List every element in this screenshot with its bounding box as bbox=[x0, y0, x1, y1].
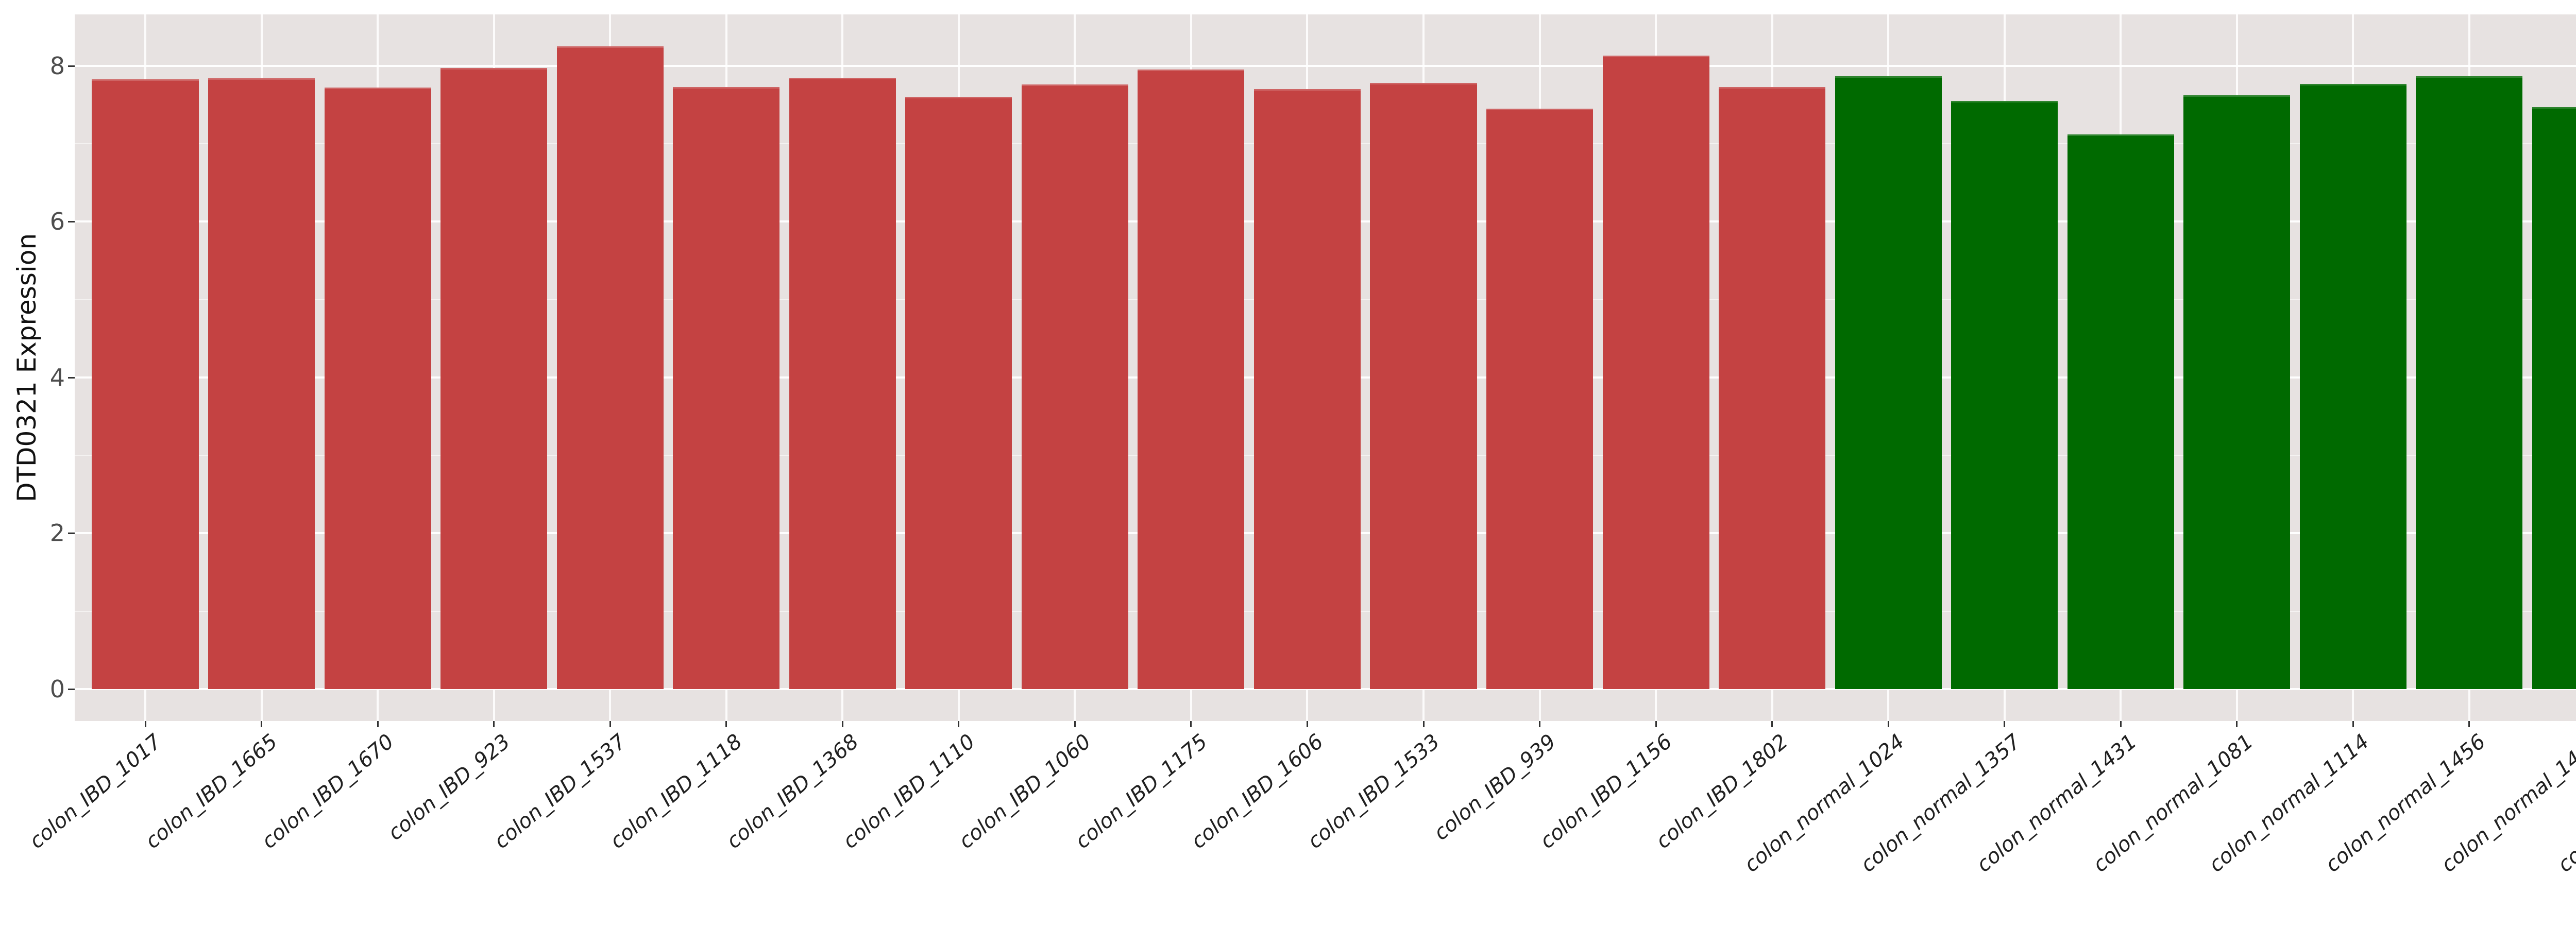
x-tick-mark-colon_IBD_1368 bbox=[841, 721, 843, 727]
y-tick-mark-6 bbox=[68, 221, 75, 223]
bar-colon_normal_1357 bbox=[1951, 100, 2058, 689]
x-tick-mark-colon_normal_1357 bbox=[2004, 721, 2006, 727]
bar-colon_normal_1456 bbox=[2416, 76, 2523, 689]
plot-area bbox=[75, 14, 2576, 721]
bar-colon_IBD_1802 bbox=[1719, 87, 1826, 689]
bar-colon_IBD_1670 bbox=[324, 88, 431, 689]
x-tick-mark-colon_IBD_1670 bbox=[377, 721, 379, 727]
bar-colon_IBD_923 bbox=[440, 68, 548, 689]
bar-colon_normal_1440 bbox=[2532, 107, 2576, 689]
y-tick-mark-0 bbox=[68, 688, 75, 690]
x-tick-mark-colon_IBD_1017 bbox=[144, 721, 146, 727]
bar-colon_IBD_1118 bbox=[673, 87, 780, 689]
x-tick-mark-colon_IBD_1175 bbox=[1190, 721, 1192, 727]
x-tick-label-colon_IBD_939: colon_IBD_939 bbox=[1429, 729, 1561, 845]
y-tick-mark-8 bbox=[68, 65, 75, 67]
bar-colon_IBD_1606 bbox=[1253, 89, 1361, 689]
x-tick-mark-colon_normal_1431 bbox=[2120, 721, 2122, 727]
y-tick-mark-4 bbox=[68, 376, 75, 379]
y-tick-label-8: 8 bbox=[49, 52, 65, 80]
x-tick-mark-colon_IBD_923 bbox=[493, 721, 495, 727]
gridline-major-y0 bbox=[75, 688, 2576, 690]
bar-colon_normal_1431 bbox=[2067, 134, 2174, 689]
x-tick-mark-colon_IBD_1110 bbox=[958, 721, 960, 727]
x-tick-mark-colon_IBD_1156 bbox=[1655, 721, 1657, 727]
x-tick-mark-colon_IBD_1533 bbox=[1422, 721, 1425, 727]
bar-colon_IBD_1110 bbox=[905, 97, 1012, 689]
bar-colon_IBD_1060 bbox=[1021, 84, 1128, 689]
bar-colon_IBD_1368 bbox=[789, 77, 896, 689]
x-tick-label-colon_IBD_923: colon_IBD_923 bbox=[383, 729, 515, 845]
x-tick-mark-colon_IBD_1537 bbox=[609, 721, 611, 727]
y-tick-label-0: 0 bbox=[49, 675, 65, 703]
bar-colon_IBD_1533 bbox=[1370, 83, 1477, 689]
bar-colon_IBD_1175 bbox=[1138, 70, 1245, 689]
x-tick-mark-colon_normal_1456 bbox=[2468, 721, 2470, 727]
x-tick-mark-colon_IBD_939 bbox=[1539, 721, 1541, 727]
x-tick-mark-colon_IBD_1118 bbox=[725, 721, 727, 727]
y-tick-mark-2 bbox=[68, 533, 75, 535]
gridline-major-y8 bbox=[75, 64, 2576, 67]
bar-colon_normal_1114 bbox=[2299, 83, 2406, 689]
y-tick-label-6: 6 bbox=[49, 208, 65, 236]
y-tick-label-2: 2 bbox=[49, 519, 65, 547]
y-tick-label-4: 4 bbox=[49, 363, 65, 391]
bar-colon_IBD_1665 bbox=[208, 78, 315, 689]
x-tick-mark-colon_IBD_1060 bbox=[1074, 721, 1076, 727]
x-tick-mark-colon_IBD_1665 bbox=[261, 721, 263, 727]
x-tick-mark-colon_IBD_1606 bbox=[1306, 721, 1308, 727]
bar-colon_IBD_939 bbox=[1486, 109, 1594, 689]
x-tick-mark-colon_normal_1024 bbox=[1887, 721, 1889, 727]
x-tick-mark-colon_normal_1114 bbox=[2352, 721, 2354, 727]
x-tick-mark-colon_IBD_1802 bbox=[1771, 721, 1773, 727]
bar-colon_normal_1081 bbox=[2183, 95, 2291, 689]
bar-colon_IBD_1017 bbox=[92, 79, 199, 689]
bar-colon_normal_1024 bbox=[1835, 76, 1942, 689]
bar-colon_IBD_1537 bbox=[556, 46, 664, 689]
x-tick-mark-colon_normal_1081 bbox=[2236, 721, 2238, 727]
bar-colon_IBD_1156 bbox=[1602, 56, 1709, 689]
